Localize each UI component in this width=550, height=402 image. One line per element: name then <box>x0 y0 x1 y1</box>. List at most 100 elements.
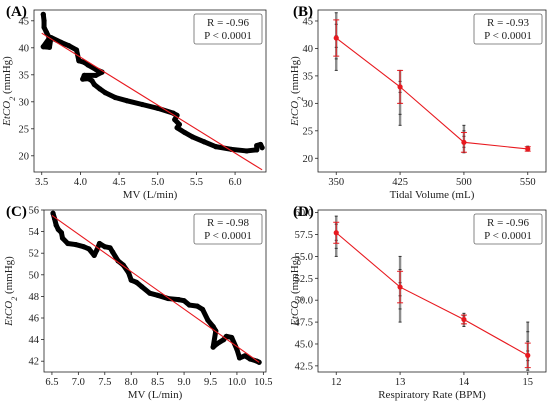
data-point <box>213 144 218 149</box>
x-tick-label: 15 <box>523 377 534 388</box>
mean-marker <box>397 84 402 89</box>
data-point <box>205 318 210 323</box>
p-value: P < 0.0001 <box>204 30 252 42</box>
r-value: R = -0.96 <box>487 217 529 229</box>
data-point <box>176 297 181 302</box>
y-axis-label: EtCO2 (mmHg) <box>289 256 305 327</box>
r-value: R = -0.96 <box>207 17 249 29</box>
mean-marker <box>334 35 339 40</box>
data-point <box>139 284 144 289</box>
data-point <box>229 335 234 340</box>
data-point <box>134 280 139 285</box>
data-point <box>182 130 187 135</box>
x-axis-label: Tidal Volume (mL) <box>390 189 475 201</box>
x-tick-label: 9.0 <box>178 377 191 388</box>
data-point <box>155 293 160 298</box>
y-tick-label: 25 <box>19 124 30 135</box>
panel-b: (B) 350 425 500 550 20 25 30 35 40 45 Tidal Volume … <box>289 4 546 201</box>
data-point <box>124 98 129 103</box>
x-axis-label: MV (L/min) <box>128 389 183 401</box>
mean-marker <box>525 146 530 151</box>
mean-marker <box>461 140 466 145</box>
x-tick-label: 13 <box>395 377 406 388</box>
mean-line <box>336 38 528 149</box>
p-value: P < 0.0001 <box>484 230 532 242</box>
mean-line <box>336 233 528 356</box>
p-value: P < 0.0001 <box>484 30 532 42</box>
y-tick-label: 60.0 <box>295 208 313 219</box>
data-point <box>181 298 186 303</box>
x-tick-label: 425 <box>392 177 408 188</box>
x-tick-label: 5.0 <box>151 177 164 188</box>
data-point <box>50 211 55 216</box>
y-tick-label: 35 <box>303 71 314 82</box>
x-tick-label: 4.5 <box>113 177 126 188</box>
data-point <box>195 304 200 309</box>
data-point <box>110 250 115 255</box>
data-point <box>76 58 81 63</box>
data-point <box>129 278 134 283</box>
data-point <box>44 30 49 35</box>
data-point <box>260 145 265 150</box>
y-tick-label: 30 <box>19 97 30 108</box>
panel-c: (C) 6.5 7.0 7.5 8.0 8.5 9.0 9.5 10.0 10.5 42 44 46 48… <box>3 204 273 401</box>
data-point <box>66 43 71 48</box>
data-point <box>92 82 97 87</box>
y-tick-label: 40 <box>303 44 314 55</box>
data-point <box>172 117 177 122</box>
data-point <box>74 47 79 52</box>
x-tick-label: 10.0 <box>228 377 246 388</box>
y-axis-label: EtCO2 (mmHg) <box>1 56 17 127</box>
data-point <box>102 244 107 249</box>
y-tick-label: 45 <box>303 16 314 27</box>
y-tick-label: 48 <box>29 292 40 303</box>
x-tick-label: 14 <box>459 377 470 388</box>
y-axis-label: EtCO2 (mmHg) <box>289 56 305 127</box>
data-point <box>97 86 102 91</box>
data-point <box>190 134 195 139</box>
y-tick-label: 35 <box>19 70 30 81</box>
data-point <box>41 12 46 17</box>
x-tick-label: 12 <box>331 377 342 388</box>
y-tick-label: 56 <box>29 206 40 217</box>
x-tick-label: 5.5 <box>190 177 203 188</box>
x-axis-label: MV (L/min) <box>123 189 178 201</box>
data-point <box>93 73 98 78</box>
x-tick-label: 8.0 <box>125 377 138 388</box>
data-point <box>140 102 145 107</box>
data-point <box>147 291 152 296</box>
mean-marker <box>397 284 402 289</box>
y-tick-label: 25 <box>303 126 314 137</box>
data-point <box>244 148 249 153</box>
data-point <box>202 139 207 144</box>
y-tick-label: 52 <box>29 249 40 260</box>
data-point <box>237 355 242 360</box>
data-point <box>214 341 219 346</box>
data-point <box>47 45 52 50</box>
data-point <box>86 246 91 251</box>
y-tick-label: 40 <box>19 43 30 54</box>
y-tick-label: 20 <box>303 154 314 165</box>
p-value: P < 0.0001 <box>204 230 252 242</box>
y-tick-label: 50 <box>29 270 40 281</box>
y-tick-label: 45 <box>19 16 30 27</box>
x-axis-label: Respiratory Rate (BPM) <box>378 389 486 401</box>
data-point <box>41 18 46 23</box>
data-point <box>113 95 118 100</box>
y-tick-label: 54 <box>29 227 40 238</box>
x-tick-label: 8.5 <box>151 377 164 388</box>
y-tick-label: 45.0 <box>295 339 313 350</box>
data-point <box>59 230 64 235</box>
mean-marker <box>525 353 530 358</box>
panel-d: (D)12 13 14 1542.545.047.550.052.555.057.56… <box>289 204 546 401</box>
mean-marker <box>334 230 339 235</box>
r-value: R = -0.93 <box>487 17 529 29</box>
panel-label: (C) <box>6 204 27 220</box>
y-tick-label: 42.5 <box>295 361 313 372</box>
data-point <box>187 302 192 307</box>
data-point <box>65 241 70 246</box>
data-point <box>200 307 205 312</box>
regression-line <box>42 33 262 170</box>
data-point <box>103 90 108 95</box>
